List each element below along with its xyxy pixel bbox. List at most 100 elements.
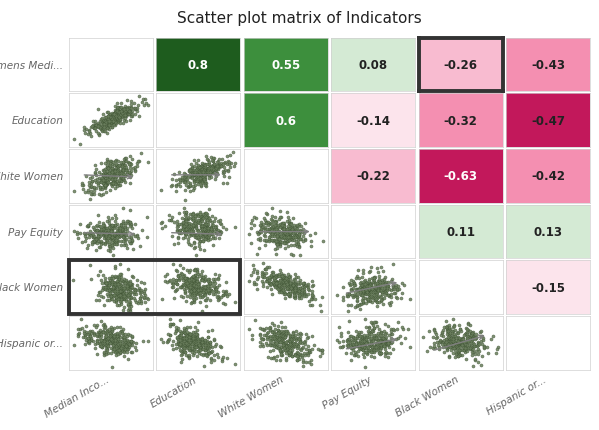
- Point: [125, 110, 135, 117]
- Point: [201, 337, 210, 344]
- Point: [298, 280, 307, 287]
- Point: [210, 218, 219, 224]
- Point: [199, 283, 208, 290]
- Point: [167, 233, 177, 240]
- Point: [98, 179, 107, 186]
- Point: [283, 238, 292, 245]
- Point: [390, 289, 400, 296]
- Point: [429, 344, 438, 351]
- Point: [117, 347, 127, 354]
- Point: [210, 285, 220, 292]
- Point: [196, 218, 206, 225]
- Point: [361, 283, 371, 290]
- Point: [376, 298, 386, 304]
- Point: [352, 338, 361, 345]
- Point: [367, 294, 377, 301]
- Point: [280, 230, 290, 237]
- Point: [283, 342, 292, 349]
- Point: [472, 343, 482, 350]
- Point: [279, 339, 289, 346]
- Point: [124, 108, 134, 115]
- Point: [104, 217, 114, 224]
- Point: [374, 299, 384, 306]
- Point: [179, 227, 188, 233]
- Point: [105, 229, 115, 236]
- Point: [189, 292, 199, 298]
- Point: [256, 226, 266, 233]
- Point: [196, 213, 205, 220]
- Point: [272, 229, 282, 236]
- Point: [100, 182, 110, 189]
- Point: [107, 227, 116, 234]
- Point: [213, 227, 223, 233]
- Point: [193, 284, 202, 291]
- Point: [107, 165, 117, 172]
- Point: [374, 344, 384, 351]
- Point: [285, 229, 295, 236]
- Point: [214, 162, 223, 169]
- Point: [92, 228, 101, 235]
- Point: [267, 273, 276, 280]
- Point: [289, 283, 299, 290]
- Point: [298, 359, 307, 366]
- Point: [364, 343, 374, 350]
- Point: [118, 220, 128, 227]
- Point: [174, 333, 183, 340]
- Point: [371, 340, 381, 347]
- Point: [111, 175, 121, 181]
- Point: [134, 159, 144, 166]
- Point: [276, 357, 285, 364]
- Point: [140, 295, 149, 302]
- Point: [175, 328, 184, 335]
- Point: [367, 320, 377, 327]
- Point: [110, 288, 120, 295]
- Point: [289, 234, 298, 241]
- Point: [200, 347, 210, 353]
- Point: [194, 240, 204, 247]
- Point: [288, 283, 298, 290]
- Point: [193, 231, 202, 238]
- Point: [107, 165, 117, 172]
- Point: [184, 183, 194, 190]
- Point: [98, 186, 107, 193]
- Point: [274, 283, 283, 289]
- Point: [209, 162, 219, 169]
- Point: [97, 179, 107, 186]
- Point: [108, 161, 117, 168]
- Point: [114, 283, 124, 289]
- Point: [461, 340, 470, 347]
- Point: [116, 108, 126, 115]
- Point: [179, 225, 188, 232]
- Point: [377, 338, 386, 345]
- Point: [374, 338, 383, 345]
- Point: [122, 292, 132, 298]
- Point: [123, 281, 133, 288]
- Point: [453, 352, 462, 359]
- Point: [189, 329, 198, 335]
- Point: [295, 338, 305, 344]
- Point: [356, 284, 365, 291]
- Y-axis label: White Women: White Women: [0, 172, 63, 181]
- Point: [246, 220, 256, 227]
- Point: [86, 337, 96, 344]
- Point: [89, 186, 99, 193]
- Point: [351, 350, 361, 357]
- Point: [132, 277, 142, 284]
- Point: [446, 347, 456, 354]
- Point: [358, 351, 368, 358]
- Point: [191, 285, 201, 292]
- Point: [214, 276, 223, 283]
- Point: [368, 327, 377, 334]
- Point: [109, 325, 119, 332]
- Point: [259, 271, 268, 278]
- Point: [279, 287, 288, 294]
- Point: [93, 121, 103, 128]
- Point: [122, 228, 132, 235]
- Point: [114, 332, 124, 338]
- Point: [111, 165, 121, 172]
- Point: [373, 340, 382, 347]
- Point: [188, 232, 198, 239]
- Point: [107, 115, 116, 122]
- Point: [305, 348, 315, 355]
- Point: [380, 276, 389, 283]
